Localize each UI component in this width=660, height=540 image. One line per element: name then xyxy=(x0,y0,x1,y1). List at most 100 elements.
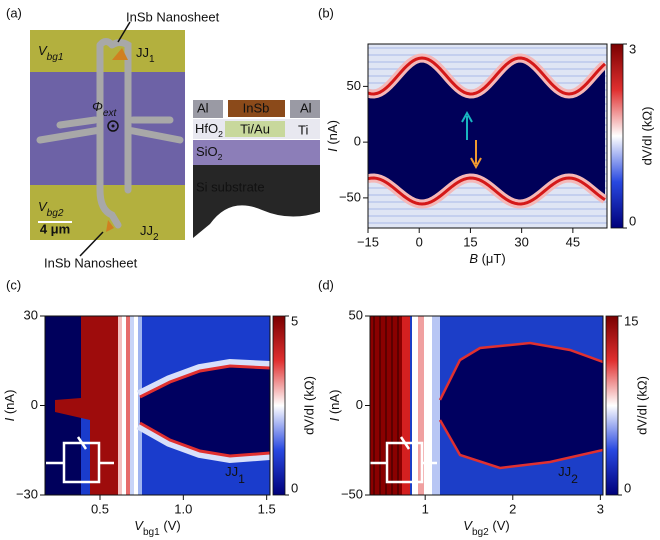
red-band xyxy=(55,316,118,495)
x-tick-label: 1.0 xyxy=(174,501,192,516)
text-part: I xyxy=(2,417,17,421)
panel-label: (a) xyxy=(6,5,22,20)
layer-label: InSb xyxy=(243,100,270,115)
layer-label: Ti/Au xyxy=(240,121,270,136)
text-part: Φ xyxy=(92,99,103,114)
heatmap xyxy=(368,44,607,228)
cross-section xyxy=(193,100,320,238)
text-part: V xyxy=(134,518,144,533)
colorbar xyxy=(272,315,286,496)
arrow xyxy=(117,21,131,43)
junction-label: JJ1 xyxy=(136,45,155,65)
dark-region xyxy=(440,343,603,468)
text-part: 2 xyxy=(571,472,578,486)
al-layer xyxy=(193,100,223,118)
stripe xyxy=(391,316,393,495)
text-part: V xyxy=(38,43,48,58)
callout: InSb Nanosheet xyxy=(126,9,220,24)
al-layer xyxy=(290,100,320,118)
x-tick-label: 2 xyxy=(509,501,516,516)
si-layer xyxy=(193,165,320,238)
y-tick-label: 50 xyxy=(347,78,361,93)
x-tick-label: 1.5 xyxy=(258,501,276,516)
x-tick-label: −15 xyxy=(357,234,379,249)
text-part: HfO xyxy=(195,121,218,136)
y-tick-label: −50 xyxy=(341,486,363,501)
tiau-layer xyxy=(225,121,285,137)
nanosheet xyxy=(112,48,128,60)
text-part: ext xyxy=(103,108,118,119)
text-part: bg1 xyxy=(143,527,160,538)
stripe xyxy=(379,316,381,495)
gate-label: Vbg2 xyxy=(38,199,64,219)
junction-label: JJ2 xyxy=(140,223,159,243)
stripe xyxy=(118,316,122,495)
stripe xyxy=(385,316,387,495)
colorbar xyxy=(605,315,619,496)
x-axis-label: Vbg2 (V) xyxy=(463,518,509,538)
text-part: V xyxy=(463,518,473,533)
edge xyxy=(139,421,270,458)
text-part: JJ xyxy=(225,464,238,479)
edge xyxy=(139,364,270,399)
y-tick-label: 50 xyxy=(349,307,363,322)
layer-label: HfO2 xyxy=(195,121,223,139)
arrow xyxy=(79,231,104,257)
stripe xyxy=(424,316,432,495)
y-tick-label: −30 xyxy=(16,486,38,501)
layer-label: Al xyxy=(197,100,209,115)
colorbar-label: dV/dI (kΩ) xyxy=(639,107,654,166)
layer-label: Ti xyxy=(298,122,308,137)
x-tick-label: 15 xyxy=(463,234,477,249)
sem-image xyxy=(30,21,185,257)
heatmap xyxy=(45,316,270,495)
y-tick-label: 0 xyxy=(356,397,363,412)
text-part: (nA) xyxy=(325,120,340,148)
sio2-layer xyxy=(193,140,320,165)
loop xyxy=(36,38,184,229)
stripe xyxy=(122,316,126,495)
x-axis-label: Vbg1 (V) xyxy=(134,518,180,538)
insb-layer xyxy=(228,100,285,117)
text-part: SiO xyxy=(196,144,218,159)
flux-label: Φext xyxy=(92,99,118,119)
junction-label: JJ2 xyxy=(558,464,578,486)
circuit-icon xyxy=(46,436,114,484)
y-tick-label: 30 xyxy=(24,307,38,322)
colorbar-label: dV/dI (kΩ) xyxy=(301,376,316,435)
arrow xyxy=(470,140,482,170)
y-axis-label: I (nA) xyxy=(325,120,340,152)
y-axis-label: I (nA) xyxy=(2,390,17,422)
text-part: (V) xyxy=(160,518,181,533)
stripe xyxy=(373,316,375,495)
text-part: I xyxy=(325,148,340,152)
edge xyxy=(438,419,603,470)
text-part: (nA) xyxy=(327,390,342,418)
stripe xyxy=(432,316,440,495)
colorbar-tick-label: 0 xyxy=(629,213,636,228)
stripe xyxy=(130,316,134,495)
stripe xyxy=(418,316,426,495)
junction-label: JJ1 xyxy=(225,464,245,486)
scale-bar-label: 4 μm xyxy=(40,221,70,236)
x-tick-label: 45 xyxy=(566,234,580,249)
y-axis-label: I (nA) xyxy=(327,390,342,422)
arrow xyxy=(461,110,473,140)
layer-label: Si substrate xyxy=(196,179,265,194)
text-part: 1 xyxy=(238,472,245,486)
layer-label: SiO2 xyxy=(196,144,223,162)
gate-label: Vbg1 xyxy=(38,43,64,63)
flux-symbol xyxy=(107,120,119,132)
text-part: 2 xyxy=(153,232,159,243)
text-part: (μT) xyxy=(478,251,506,266)
panel-label: (b) xyxy=(318,5,334,20)
text-part: V xyxy=(38,199,48,214)
dark-region xyxy=(368,58,605,204)
colorbar-tick-label: 15 xyxy=(624,313,638,328)
text-part: JJ xyxy=(140,223,153,238)
y-tick-label: 0 xyxy=(31,397,38,412)
x-axis-label: B (μT) xyxy=(469,251,505,266)
flux-symbol xyxy=(111,124,115,128)
colorbar-tick-label: 0 xyxy=(624,480,631,495)
